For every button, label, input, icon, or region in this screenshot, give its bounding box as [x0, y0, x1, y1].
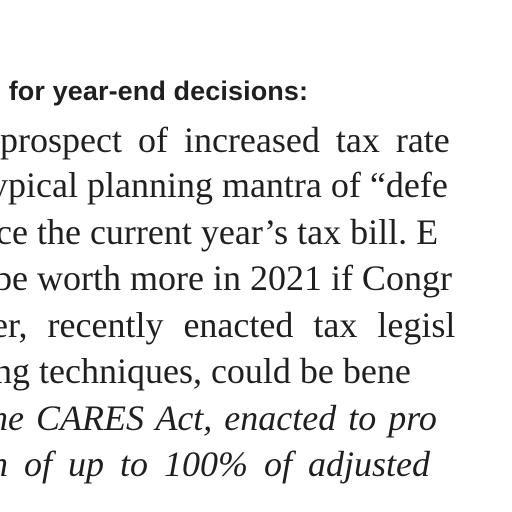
body-text-line: prospect of increased tax rate — [0, 120, 450, 160]
italic-text-line: ion of up to 100% of adjusted — [0, 444, 430, 484]
body-text-line: uce the current year’s tax bill. E — [0, 212, 439, 252]
body-text-line: er, recently enacted tax legisl — [0, 305, 456, 345]
body-text-line: ypical planning mantra of “defe — [0, 165, 448, 205]
body-text-line: ning techniques, could be bene — [0, 351, 411, 391]
body-text-line: be worth more in 2021 if Congr — [0, 258, 452, 298]
section-heading: s for year-end decisions: — [0, 76, 309, 106]
italic-text-line: The CARES Act, enacted to pro — [0, 398, 437, 438]
